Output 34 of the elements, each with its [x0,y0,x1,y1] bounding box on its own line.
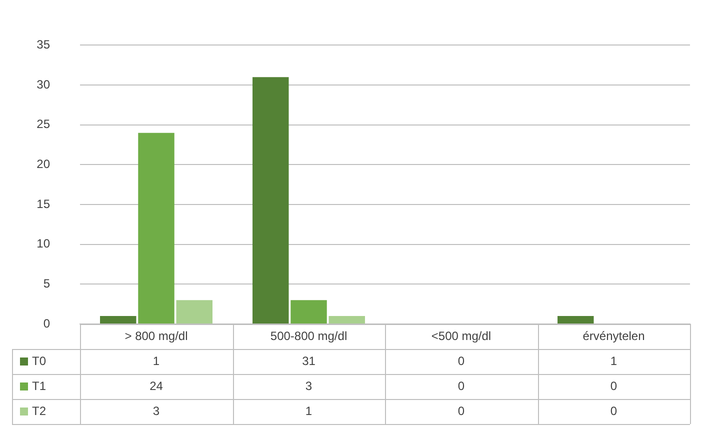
data-label: 31 [302,354,316,368]
data-label: 1 [610,354,618,368]
data-label: 0 [458,354,465,368]
y-tick-label: 0 [43,316,50,330]
bar [100,316,136,324]
bar [252,77,289,324]
data-label: 0 [610,378,618,393]
y-tick-label: 25 [36,117,50,132]
bar [328,316,365,324]
x-tick-label: 500-800 mg/dl [270,328,348,343]
data-label: 24 [150,378,164,393]
bar [558,316,594,324]
x-tick-label: > 800 mg/dl [124,328,188,343]
data-label: 1 [305,404,312,418]
data-label: 3 [152,404,160,418]
legend-label: T2 [32,404,46,418]
y-tick-label: 30 [36,77,50,92]
data-label: 1 [152,354,160,368]
y-tick-label: 20 [36,157,50,171]
y-tick-label: 10 [36,236,50,251]
bar [176,300,212,324]
x-tick-label: érvénytelen [582,328,645,343]
bar [290,300,327,324]
y-tick-label: 35 [36,38,50,52]
y-tick-label: 15 [36,196,50,211]
legend-label: T0 [32,354,46,368]
data-label: 3 [305,378,312,393]
x-tick-label: <500 mg/dl [431,328,492,343]
legend-label: T1 [32,378,46,393]
data-label: 0 [458,404,465,418]
y-tick-label: 5 [43,276,50,290]
bar [138,132,174,324]
data-label: 0 [610,404,618,418]
data-label: 0 [458,378,465,393]
